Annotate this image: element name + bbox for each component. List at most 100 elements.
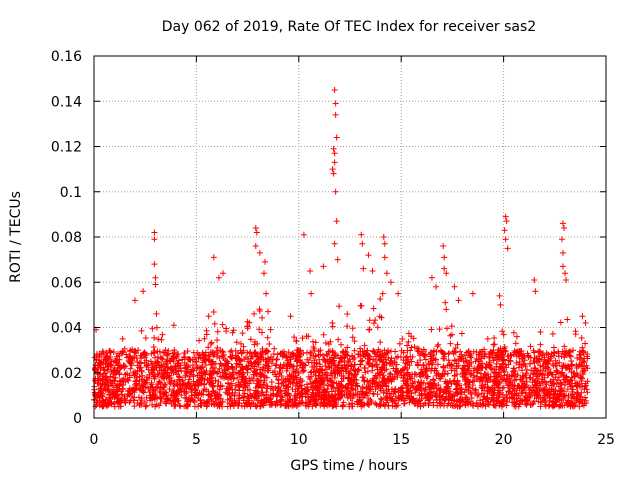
scatter-point [292, 394, 299, 401]
y-tick-label: 0.04 [51, 321, 82, 337]
scatter-point [518, 351, 525, 358]
scatter-point [490, 357, 497, 364]
scatter-point-notable [252, 224, 259, 231]
scatter-point [141, 398, 148, 405]
scatter-point [548, 350, 555, 357]
scatter-point [405, 330, 412, 337]
scatter-point [195, 403, 202, 410]
scatter-point-notable [300, 231, 307, 238]
scatter-point [340, 399, 347, 406]
scatter-point [552, 387, 559, 394]
scatter-point [482, 372, 489, 379]
scatter-point [320, 331, 327, 338]
scatter-point-notable [320, 263, 327, 270]
scatter-point-notable [151, 229, 158, 236]
scatter-point [124, 391, 131, 398]
scatter-point [252, 390, 259, 397]
scatter-point [247, 336, 254, 343]
scatter-point [112, 393, 119, 400]
scatter-point [420, 346, 427, 353]
scatter-point [124, 354, 131, 361]
scatter-point [556, 374, 563, 381]
scatter-point [199, 364, 206, 371]
scatter-point [197, 396, 204, 403]
scatter-point [353, 371, 360, 378]
scatter-point [321, 396, 328, 403]
scatter-points-background [91, 295, 591, 410]
scatter-point [198, 374, 205, 381]
scatter-point [122, 363, 129, 370]
scatter-point [245, 358, 252, 365]
scatter-point [275, 387, 282, 394]
scatter-point [333, 380, 340, 387]
scatter-point [122, 371, 129, 378]
scatter-point [194, 372, 201, 379]
scatter-point [258, 384, 265, 391]
scatter-point [301, 367, 308, 374]
scatter-point [450, 397, 457, 404]
scatter-point [512, 349, 519, 356]
scatter-point [184, 348, 191, 355]
scatter-point [111, 378, 118, 385]
scatter-point [329, 383, 336, 390]
scatter-point [253, 358, 260, 365]
scatter-point [525, 398, 532, 405]
scatter-point [282, 400, 289, 407]
scatter-point [361, 365, 368, 372]
scatter-point [561, 343, 568, 350]
scatter-point [372, 350, 379, 357]
scatter-point [563, 392, 570, 399]
scatter-point [462, 395, 469, 402]
scatter-point [321, 381, 328, 388]
scatter-point [344, 323, 351, 330]
scatter-point [557, 402, 564, 409]
scatter-point [185, 379, 192, 386]
scatter-point [543, 391, 550, 398]
scatter-point [298, 385, 305, 392]
scatter-point [152, 373, 159, 380]
scatter-point [451, 357, 458, 364]
scatter-point [318, 366, 325, 373]
scatter-point [162, 389, 169, 396]
scatter-point [110, 349, 117, 356]
scatter-point [382, 395, 389, 402]
scatter-point [453, 398, 460, 405]
scatter-point [100, 364, 107, 371]
scatter-point [224, 358, 231, 365]
scatter-point [175, 357, 182, 364]
scatter-point [578, 352, 585, 359]
scatter-point [537, 362, 544, 369]
scatter-point [305, 386, 312, 393]
scatter-point [241, 356, 248, 363]
scatter-point [405, 359, 412, 366]
y-tick-label: 0.02 [51, 366, 82, 382]
scatter-point [342, 349, 349, 356]
scatter-point [561, 382, 568, 389]
scatter-point [541, 354, 548, 361]
scatter-point [176, 365, 183, 372]
scatter-point [336, 359, 343, 366]
scatter-point [122, 396, 129, 403]
scatter-point [490, 341, 497, 348]
scatter-point [531, 390, 538, 397]
scatter-point [343, 388, 350, 395]
scatter-point [550, 344, 557, 351]
scatter-point [569, 361, 576, 368]
scatter-point-notable [455, 297, 462, 304]
scatter-point [500, 397, 507, 404]
scatter-point [425, 396, 432, 403]
scatter-point [547, 355, 554, 362]
scatter-point [159, 331, 166, 338]
scatter-point [464, 396, 471, 403]
scatter-point [544, 372, 551, 379]
scatter-point [184, 401, 191, 408]
scatter-point [427, 351, 434, 358]
scatter-point [491, 401, 498, 408]
scatter-point [143, 374, 150, 381]
scatter-point [206, 371, 213, 378]
scatter-point [107, 363, 114, 370]
scatter-point [573, 382, 580, 389]
scatter-point [466, 384, 473, 391]
scatter-point [550, 399, 557, 406]
scatter-point [201, 399, 208, 406]
